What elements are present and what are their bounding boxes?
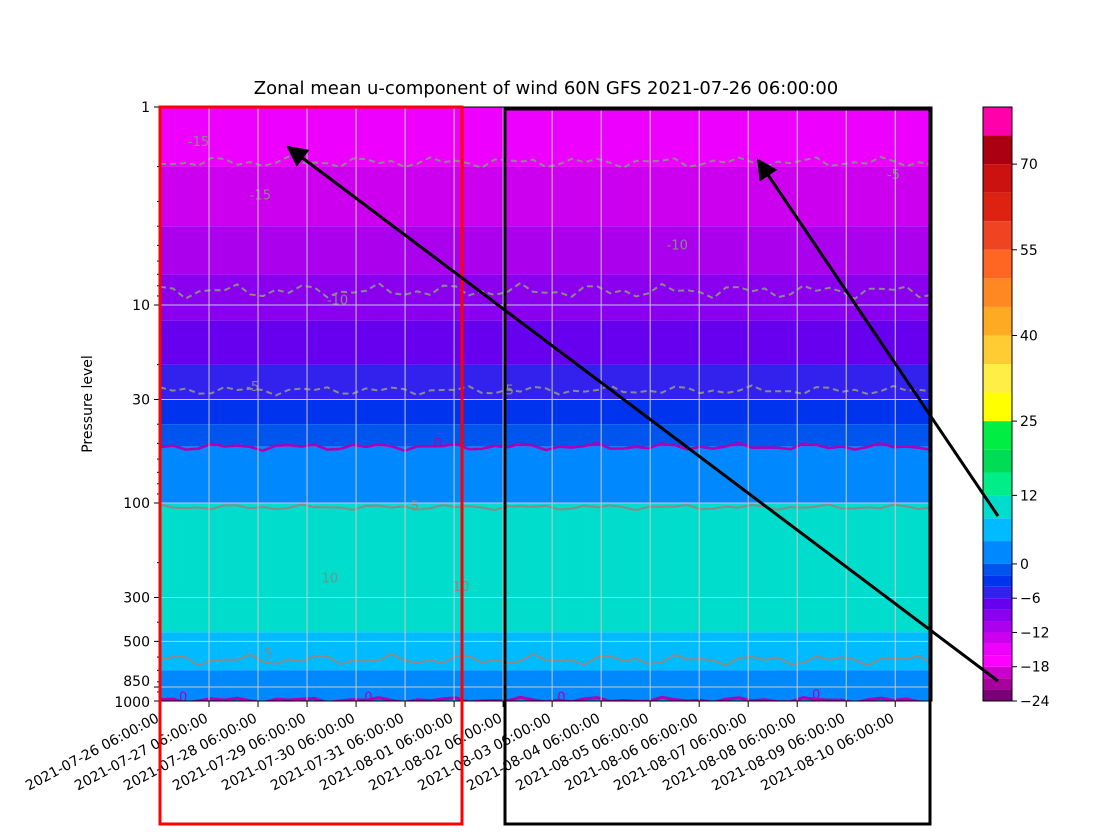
y-tick-label: 100: [123, 496, 150, 512]
colorbar-segment: [983, 421, 1012, 450]
contour-label: 0: [179, 690, 187, 705]
contour-line: [160, 441, 932, 453]
colorbar-tick-label: 55: [1020, 243, 1038, 259]
colorbar-tick-label: −18: [1020, 660, 1050, 676]
colorbar-segment: [983, 335, 1012, 365]
colorbar-segment: [983, 364, 1012, 393]
colorbar-tick-label: 70: [1020, 157, 1038, 173]
heatmap-band: [160, 424, 932, 447]
y-tick-label: 850: [123, 674, 150, 690]
colorbar-tick-label: 0: [1020, 557, 1029, 573]
heatmap-band: [160, 503, 932, 633]
contour-label: 0: [364, 690, 372, 705]
y-tick-label: 30: [132, 392, 150, 408]
contour-label: 5: [264, 647, 272, 662]
colorbar-segment: [983, 306, 1012, 336]
heatmap-band: [160, 446, 932, 503]
heatmap-band: [160, 166, 932, 227]
y-tick-label: 1: [141, 100, 150, 116]
colorbar-segment: [983, 655, 1012, 667]
heatmap-band: [160, 364, 932, 400]
colorbar-tick-label: −24: [1020, 694, 1050, 710]
contour-label: -15: [250, 189, 271, 204]
y-axis: 1 10 30 100 300 500 850 1000: [114, 100, 160, 711]
heatmap-band: [160, 399, 932, 425]
chart-title: Zonal mean u-component of wind 60N GFS 2…: [254, 78, 838, 99]
colorbar-tick-label: 25: [1020, 414, 1038, 430]
colorbar-segment: [983, 392, 1012, 422]
black-highlight-box: [503, 107, 932, 826]
contour-label: -5: [887, 168, 900, 183]
colorbar-segment: [983, 689, 1012, 701]
colorbar-segment: [983, 598, 1012, 610]
red-highlight-box: [158, 105, 464, 826]
heatmap-band: [160, 226, 932, 275]
contour-label: 5: [411, 499, 419, 514]
colorbar-segment: [983, 643, 1012, 656]
colorbar-segment: [983, 192, 1012, 222]
y-tick-label: 1000: [114, 695, 150, 711]
y-tick-label: 10: [132, 298, 150, 314]
arrow-to-black-box: [756, 158, 1000, 517]
colorbar-segment: [983, 278, 1012, 307]
colorbar-segment: [983, 518, 1012, 542]
colorbar-segment: [983, 586, 1012, 599]
colorbar-segment: [983, 449, 1012, 473]
y-axis-label: Pressure level: [80, 355, 96, 453]
contour-label: -5: [246, 380, 259, 395]
colorbar-segment: [983, 666, 1012, 679]
colorbar-segment: [983, 221, 1012, 250]
colorbar-frame: [982, 106, 1013, 702]
colorbar-segment: [983, 472, 1012, 496]
colorbar-segment: [983, 563, 1012, 576]
colorbar-segment: [983, 495, 1012, 519]
arrow-to-red-box: [286, 145, 999, 683]
colorbar-segment: [983, 575, 1012, 587]
colorbar-segment: [983, 609, 1012, 622]
contour-line: [160, 652, 932, 667]
colorbar-segment: [983, 164, 1012, 193]
colorbar-segment: [983, 107, 1012, 136]
y-tick-label: 300: [123, 590, 150, 606]
colorbar-tick-label: 12: [1020, 488, 1038, 504]
contour-label: 10: [322, 571, 339, 586]
contour-label: -10: [667, 238, 688, 253]
colorbar-segment: [983, 678, 1012, 690]
contour-label: -15: [188, 135, 209, 150]
contour-label: 0: [812, 688, 820, 703]
colorbar-tick-label: 40: [1020, 328, 1038, 344]
contour-line: [160, 281, 932, 300]
colorbar-segment: [983, 541, 1012, 564]
colorbar-tick-label: −12: [1020, 625, 1050, 641]
colorbar-segment: [983, 621, 1012, 633]
colorbar-tick-label: −6: [1020, 591, 1041, 607]
colorbar-segment: [983, 632, 1012, 644]
contour-line: [160, 384, 932, 397]
colorbar-segment: [983, 135, 1012, 165]
contour-label: 0: [434, 436, 442, 451]
contour-label: 0: [557, 690, 565, 705]
heatmap-band: [160, 670, 932, 701]
colorbar-segment: [983, 249, 1012, 279]
y-tick-label: 500: [123, 634, 150, 650]
contour-label: -10: [327, 294, 348, 309]
heatmap-area: [160, 107, 932, 701]
contour-line: [160, 695, 932, 701]
colorbar: 70 55 40 25 12 0 −6 −12 −18 −24: [982, 106, 1050, 710]
heatmap-band: [160, 274, 932, 321]
contour-line: [160, 503, 932, 512]
